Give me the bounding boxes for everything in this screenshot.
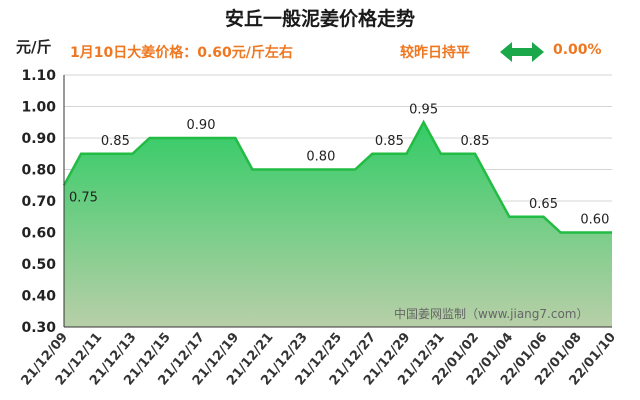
y-tick-label: 1.00 (21, 100, 56, 116)
change-value: 0.00% (553, 42, 602, 58)
y-tick-label: 0.80 (21, 163, 56, 179)
y-tick-label: 0.50 (21, 257, 56, 273)
y-tick-label: 0.40 (21, 289, 56, 305)
chart-title: 安丘一般泥姜价格走势 (224, 8, 415, 30)
y-tick-labels: 0.30 0.40 0.50 0.60 0.70 0.80 0.90 1.00 1.10 (21, 68, 56, 336)
data-label: 0.85 (461, 134, 490, 149)
data-label: 0.80 (306, 150, 335, 165)
y-axis-unit: 元/斤 (16, 38, 52, 56)
data-label: 0.85 (375, 134, 404, 149)
x-tick-labels: 21/12/0921/12/1121/12/1321/12/1521/12/17… (19, 330, 619, 389)
data-label: 0.95 (409, 102, 438, 117)
y-tick-label: 0.90 (21, 131, 56, 147)
data-label: 0.65 (529, 197, 558, 212)
price-note: 1月10日大姜价格：0.60元/斤左右 (70, 45, 293, 61)
data-label: 0.60 (580, 213, 609, 228)
data-label: 0.75 (69, 190, 98, 205)
data-label: 0.85 (101, 134, 130, 149)
change-label: 较昨日持平 (400, 45, 470, 61)
watermark: 中国姜网监制（www.jiang7.com） (394, 307, 589, 321)
area-series (62, 119, 612, 327)
area-fill (64, 122, 612, 327)
y-tick-label: 0.30 (21, 320, 56, 336)
data-label: 0.90 (187, 118, 216, 133)
axes (63, 75, 612, 328)
double-arrow-icon (500, 42, 544, 62)
y-tick-label: 0.70 (21, 194, 56, 210)
data-labels: 0.75 0.85 0.90 0.80 0.85 0.95 0.85 0.65 0.60 (69, 102, 609, 227)
y-tick-label: 0.60 (21, 226, 56, 242)
series-line (62, 119, 612, 234)
y-tick-label: 1.10 (21, 68, 56, 84)
